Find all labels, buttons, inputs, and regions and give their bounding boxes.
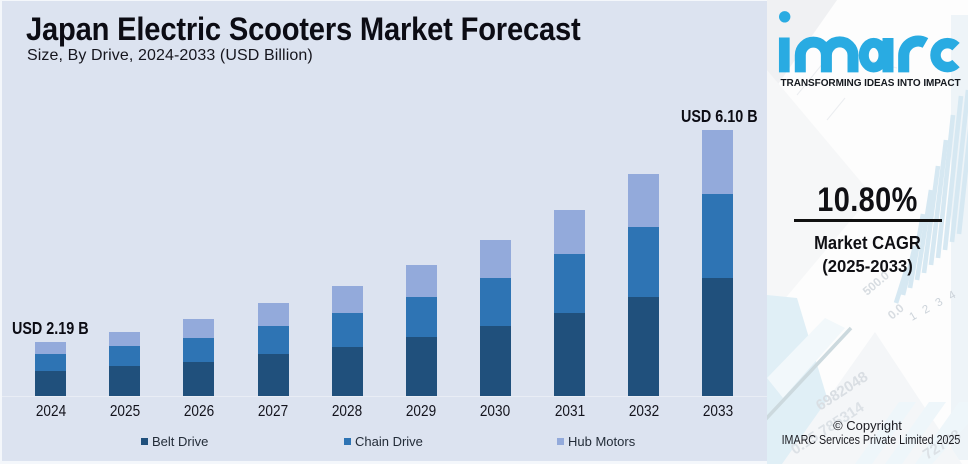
svg-text:1: 1 <box>908 310 920 324</box>
svg-text:2: 2 <box>921 303 933 317</box>
svg-text:3: 3 <box>934 296 946 310</box>
svg-text:TRANSFORMING IDEAS INTO IMPACT: TRANSFORMING IDEAS INTO IMPACT <box>781 78 961 89</box>
svg-text:0.0: 0.0 <box>885 301 907 323</box>
